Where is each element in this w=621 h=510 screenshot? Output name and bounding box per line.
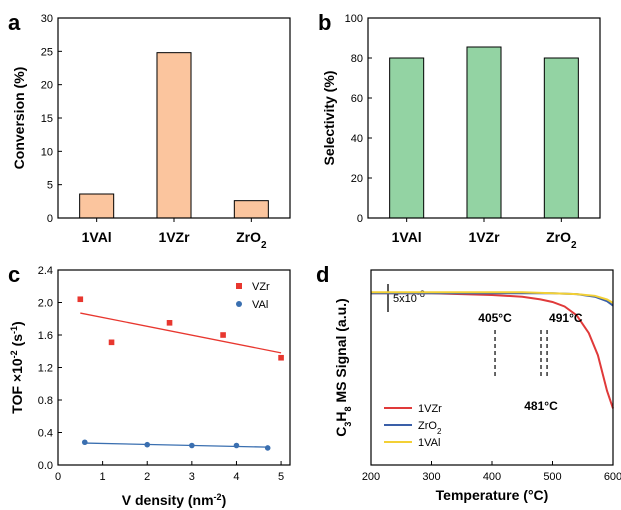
category-label: 1VAl [392, 229, 422, 245]
data-point [233, 442, 240, 449]
plot-frame [57, 269, 291, 466]
legend-label: 1VZr [418, 403, 442, 415]
category-label: ZrO2 [546, 229, 577, 251]
y-axis-label: TOF ×10-2 (s-1) [9, 321, 25, 413]
bar [389, 57, 425, 219]
y-tick-label: 5 [47, 180, 53, 192]
plot-frame [367, 17, 601, 219]
series-line [371, 292, 614, 409]
y-tick-label: 20 [41, 80, 53, 92]
data-point [220, 332, 226, 338]
data-point [77, 296, 84, 303]
category-label: ZrO2 [236, 229, 267, 251]
panel-letter: d [316, 262, 329, 287]
category-label: 1VZr [158, 229, 190, 245]
x-tick-label: 1 [100, 471, 106, 483]
y-tick-label: 0.8 [38, 395, 53, 407]
panel-letter: a [8, 10, 21, 35]
x-tick-label: 200 [362, 471, 380, 483]
y-tick-label: 20 [351, 173, 363, 185]
y-tick-label: 15 [41, 113, 53, 125]
bar [156, 52, 192, 219]
x-tick-label: 5 [278, 471, 284, 483]
data-point [278, 354, 284, 361]
plot-frame [57, 17, 291, 219]
data-point [264, 445, 271, 451]
fit-line [80, 312, 282, 354]
panel-b: b 0 20 40 60 80 100 1VAl 1VZr ZrO2 Selectivity (%) [318, 10, 601, 251]
panel-c: c 0.0 0.4 0.8 1.2 1.6 2.0 2.4 0 1 2 3 4 5 VZr VAl V dens… [8, 262, 291, 508]
x-tick-label: 600 [604, 471, 621, 483]
onset-label: 491°C [549, 311, 583, 325]
y-axis-label: C3H8 MS Signal (a.u.) [333, 298, 353, 436]
y-tick-label: 2.4 [38, 265, 53, 277]
y-tick-label: 25 [41, 46, 53, 58]
x-tick-label: 3 [189, 471, 195, 483]
x-tick-label: 0 [55, 471, 61, 483]
legend-label: 1VAl [418, 437, 440, 449]
y-tick-label: 1.6 [38, 330, 53, 342]
bar [233, 200, 269, 219]
y-tick-label: 40 [351, 133, 363, 145]
bar [543, 57, 579, 219]
legend-marker [236, 283, 242, 289]
y-tick-label: 10 [41, 146, 53, 158]
y-tick-label: 0 [357, 213, 363, 225]
y-tick-label: 100 [345, 13, 363, 25]
data-point [189, 442, 195, 449]
y-tick-label: 1.2 [38, 363, 53, 375]
x-tick-label: 500 [543, 471, 561, 483]
category-label: 1VZr [468, 229, 500, 245]
y-tick-label: 80 [351, 53, 363, 65]
x-tick-label: 300 [422, 471, 440, 483]
legend-label: VAl [252, 299, 268, 311]
x-tick-label: 2 [144, 471, 150, 483]
x-tick-label: 4 [233, 471, 239, 483]
legend-label: ZrO2 [418, 420, 442, 436]
legend-label: VZr [252, 281, 270, 293]
panel-a: a 0 5 10 15 20 25 30 1VAl 1VZr ZrO2 Conversion (%) [8, 10, 291, 251]
y-tick-label: 60 [351, 93, 363, 105]
plot-frame [370, 269, 614, 466]
y-tick-label: 2.0 [38, 298, 53, 310]
data-point [166, 320, 173, 326]
series-line [371, 291, 614, 304]
y-tick-label: 30 [41, 13, 53, 25]
y-axis-label: Selectivity (%) [321, 71, 337, 166]
x-axis-label: Temperature (°C) [436, 487, 549, 503]
data-point [81, 439, 88, 446]
legend-marker [236, 301, 242, 307]
x-axis-label: V density (nm-2) [122, 492, 226, 508]
y-tick-label: 0 [47, 213, 53, 225]
onset-label: 405°C [478, 311, 512, 325]
fit-line [84, 442, 268, 448]
bar [79, 193, 115, 219]
y-axis-label: Conversion (%) [11, 67, 27, 170]
data-point [108, 339, 115, 346]
x-tick-label: 400 [483, 471, 501, 483]
bar [466, 46, 502, 219]
panel-letter: c [8, 262, 20, 287]
onset-label: 481°C [524, 399, 558, 413]
y-tick-label: 0.0 [38, 460, 53, 472]
panel-letter: b [318, 10, 331, 35]
y-tick-label: 0.4 [38, 428, 53, 440]
category-label: 1VAl [82, 229, 112, 245]
data-point [144, 441, 151, 448]
